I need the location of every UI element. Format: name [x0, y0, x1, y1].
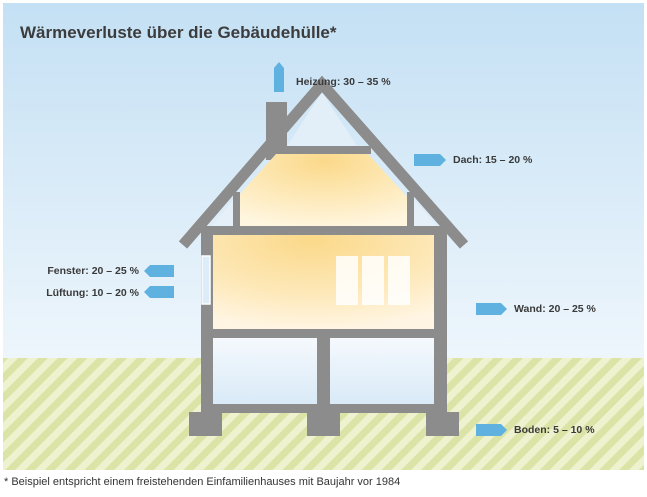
boden-arrow-icon	[476, 424, 507, 436]
window-pane-1	[336, 256, 358, 305]
footnote: * Beispiel entspricht einem freistehende…	[4, 476, 401, 488]
ground-floor-slab	[201, 329, 447, 338]
upper-room	[239, 154, 410, 228]
knee-wall-left	[233, 192, 240, 228]
basement-middle-wall	[317, 338, 330, 410]
lueftung-label: Lüftung: 10 – 20 %	[46, 287, 139, 299]
heizung-arrow-icon	[274, 62, 284, 92]
wand-label: Wand: 20 – 25 %	[514, 303, 596, 315]
upper-ceiling	[201, 226, 447, 235]
window-pane-3	[388, 256, 410, 305]
wand-arrow-icon	[476, 303, 507, 315]
footing-left	[189, 412, 222, 436]
heizung-label: Heizung: 30 – 35 %	[296, 76, 391, 88]
wall-right	[434, 235, 447, 410]
window-left	[201, 255, 211, 305]
roof-side-left	[212, 197, 236, 226]
footing-middle	[307, 412, 340, 436]
footing-right	[426, 412, 459, 436]
attic-floor	[274, 146, 371, 154]
attic-gable	[287, 92, 357, 146]
roof	[178, 75, 469, 249]
fenster-arrow-icon	[144, 265, 174, 277]
window-pane-2	[362, 256, 384, 305]
dach-label: Dach: 15 – 20 %	[453, 154, 533, 166]
knee-wall-right	[407, 192, 414, 228]
fenster-label: Fenster: 20 – 25 %	[47, 265, 139, 277]
basement-left	[213, 338, 317, 404]
dach-arrow-icon	[414, 154, 446, 166]
basement-right	[330, 338, 434, 404]
diagram-title: Wärmeverluste über die Gebäudehülle*	[20, 23, 337, 42]
lueftung-arrow-icon	[144, 286, 174, 298]
boden-label: Boden: 5 – 10 %	[514, 424, 595, 436]
basement-floor	[201, 404, 447, 413]
roof-side-right	[412, 197, 436, 226]
house-illustration	[178, 75, 469, 436]
